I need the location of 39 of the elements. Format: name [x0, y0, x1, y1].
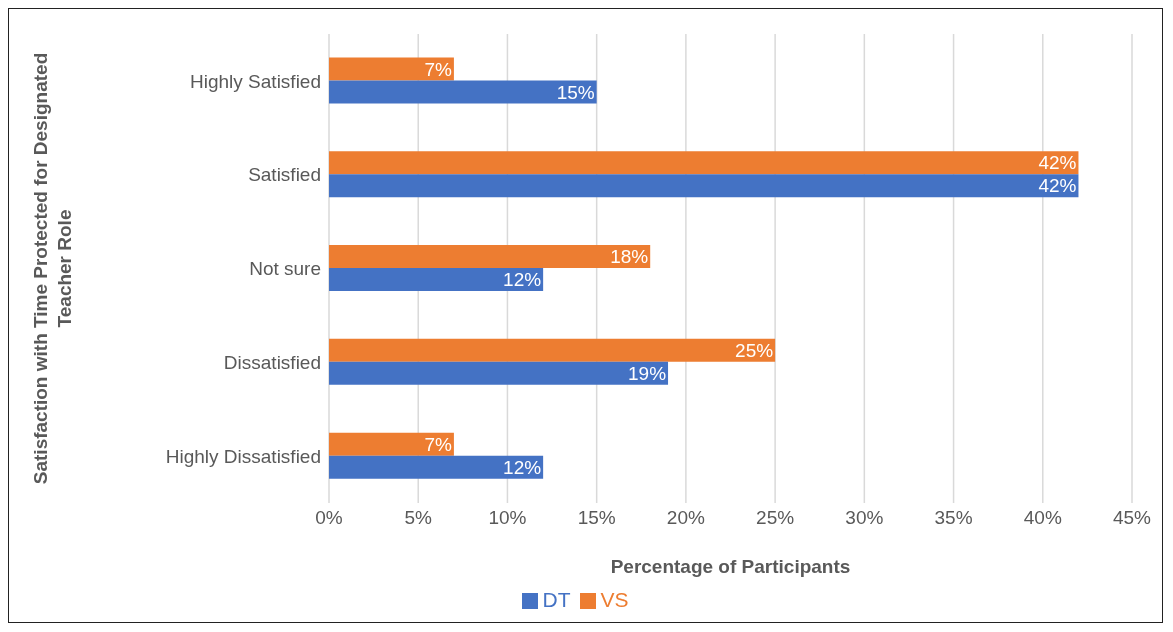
- x-tick-label: 35%: [934, 507, 973, 529]
- x-tick-label: 25%: [756, 507, 795, 529]
- data-label: 42%: [1038, 152, 1077, 174]
- data-label: 42%: [1038, 175, 1077, 197]
- bar: [329, 268, 544, 292]
- data-label: 15%: [556, 81, 595, 103]
- legend-label: VS: [600, 588, 629, 611]
- bar: [329, 455, 544, 479]
- x-tick-label: 0%: [315, 507, 343, 529]
- bar: [329, 338, 776, 362]
- bar: [329, 245, 651, 269]
- bar: [329, 361, 669, 385]
- data-label: 7%: [424, 58, 453, 80]
- data-label: 12%: [503, 456, 542, 478]
- data-label: 25%: [735, 340, 774, 362]
- x-tick-label: 10%: [488, 507, 527, 529]
- bar: [329, 80, 597, 104]
- x-tick-label: 45%: [1112, 507, 1152, 529]
- bar: [329, 432, 454, 456]
- data-label: 12%: [503, 269, 542, 291]
- y-tick-label: Highly Dissatisfied: [165, 445, 321, 467]
- x-axis-title: Percentage of Participants: [610, 556, 851, 577]
- x-tick-label: 5%: [404, 507, 433, 529]
- data-label: 19%: [628, 363, 667, 385]
- data-label: 18%: [610, 246, 649, 268]
- legend-label: DT: [542, 588, 571, 611]
- y-tick-label: Satisfied: [248, 164, 321, 186]
- y-tick-label: Dissatisfied: [223, 352, 321, 374]
- data-label: 7%: [424, 433, 453, 455]
- y-tick-label: Not sure: [249, 258, 321, 280]
- x-tick-label: 15%: [577, 507, 616, 529]
- y-axis-title: Satisfaction with Time Protected for Designated Teacher Role: [30, 52, 75, 485]
- bar: [329, 151, 1079, 175]
- bar: [329, 57, 454, 81]
- x-tick-label: 20%: [666, 507, 706, 529]
- y-tick-label: Highly Satisfied: [190, 70, 321, 92]
- x-tick-label: 30%: [845, 507, 884, 529]
- x-tick-label: 40%: [1023, 507, 1062, 529]
- bar: [329, 174, 1079, 198]
